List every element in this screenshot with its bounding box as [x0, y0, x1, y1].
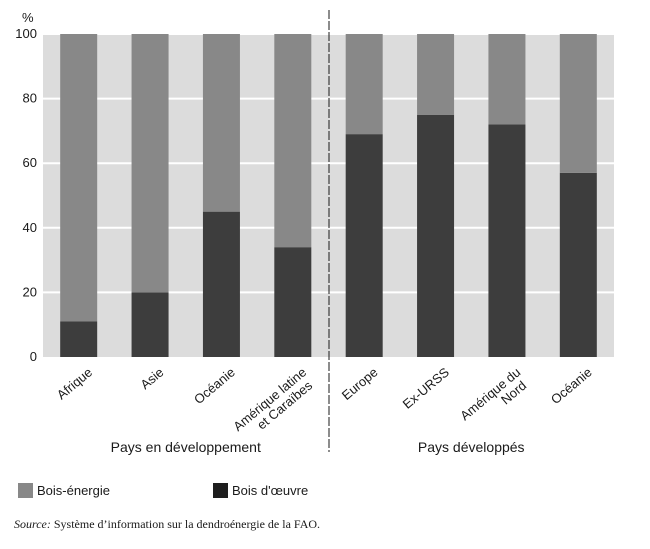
bar-bois-energie	[274, 34, 312, 248]
group-label: Pays en développement	[111, 439, 261, 455]
x-tick-label: Océanie	[191, 364, 238, 407]
bar-bois-energie	[345, 34, 383, 135]
legend-swatch-bois-oeuvre	[213, 483, 228, 498]
source-note: Source: Système d’information sur la den…	[14, 517, 320, 532]
x-tick-label: Afrique	[54, 364, 95, 402]
group-label: Pays développés	[418, 439, 525, 455]
legend-item-bois-oeuvre: Bois d'œuvre	[213, 483, 308, 498]
y-axis-unit: %	[22, 10, 34, 25]
x-tick-label: Asie	[137, 364, 166, 392]
bar-bois-oeuvre	[274, 247, 312, 357]
bar-bois-oeuvre	[202, 211, 240, 357]
bar-bois-oeuvre	[60, 321, 98, 357]
y-tick-label: 60	[23, 155, 37, 170]
bar-bois-energie	[131, 34, 169, 293]
source-prefix: Source:	[14, 517, 51, 531]
bar-bois-energie	[202, 34, 240, 212]
y-tick-label: 80	[23, 91, 37, 106]
y-tick-label: 0	[30, 349, 37, 364]
x-tick-label: Ex-URSS	[400, 364, 452, 411]
bar-bois-energie	[488, 34, 526, 125]
legend-label-bois-oeuvre: Bois d'œuvre	[232, 483, 309, 498]
bar-bois-oeuvre	[131, 292, 169, 357]
x-tick-label: Amérique latineet Caraïbes	[230, 364, 318, 444]
bar-bois-energie	[417, 34, 455, 115]
bar-bois-energie	[559, 34, 597, 173]
y-tick-label: 20	[23, 284, 37, 299]
x-tick-label: Océanie	[548, 364, 595, 407]
bar-bois-oeuvre	[488, 124, 526, 357]
bar-bois-oeuvre	[417, 114, 455, 357]
bar-bois-oeuvre	[559, 172, 597, 357]
legend-swatch-bois-energie	[18, 483, 33, 498]
x-tick-label: Amérique duNord	[457, 364, 532, 434]
y-tick-label: 40	[23, 220, 37, 235]
y-tick-label: 100	[15, 26, 37, 41]
bar-bois-energie	[60, 34, 98, 322]
legend-label-bois-energie: Bois-énergie	[37, 483, 110, 498]
x-tick-label: Europe	[339, 364, 381, 402]
bar-bois-oeuvre	[345, 134, 383, 357]
source-text: Système d’information sur la dendroénerg…	[50, 517, 321, 531]
legend-item-bois-energie: Bois-énergie	[18, 483, 110, 498]
